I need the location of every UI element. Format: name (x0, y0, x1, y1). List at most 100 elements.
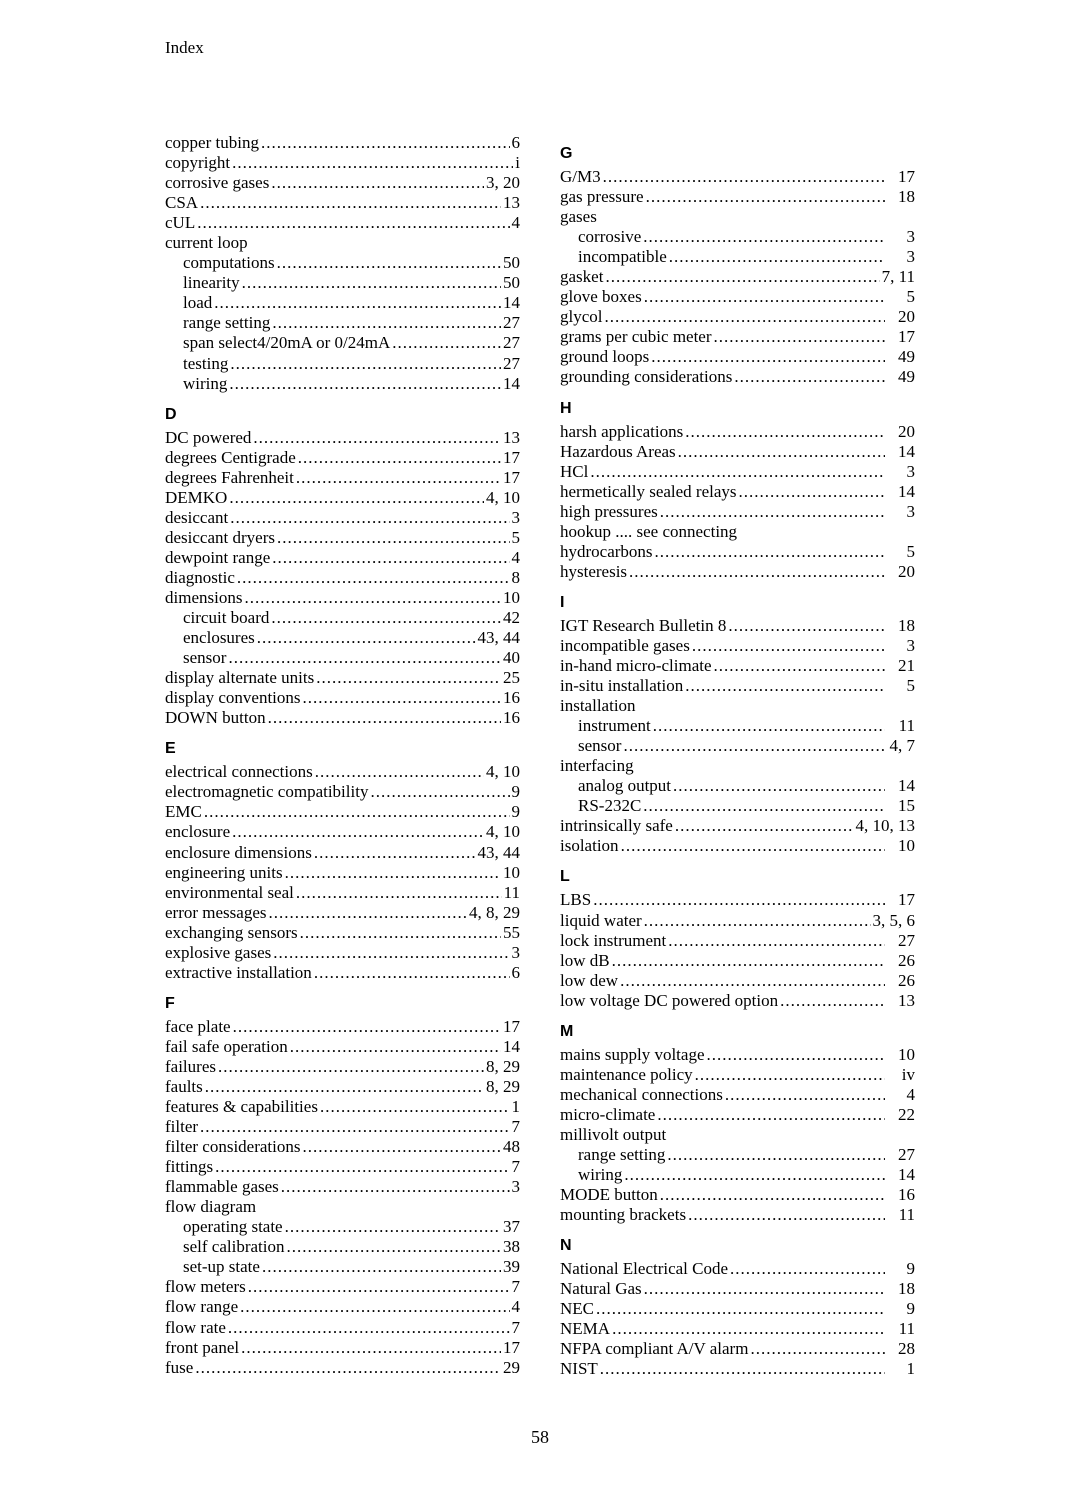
index-entry: circuit board...........................… (165, 608, 520, 628)
index-term: desiccant (165, 508, 228, 528)
index-entry: IGT Research Bulletin 8.................… (560, 616, 915, 636)
leader-dots: ........................................… (671, 776, 885, 796)
index-term: installation (560, 696, 636, 716)
index-term: low dB (560, 951, 610, 971)
index-page-ref: 11 (885, 1319, 915, 1339)
index-entry: sensor..................................… (165, 648, 520, 668)
index-entry: in-situ installation....................… (560, 676, 915, 696)
index-entry: installation............................… (560, 696, 915, 716)
leader-dots: ........................................… (296, 448, 501, 468)
index-term: glycol (560, 307, 603, 327)
index-entry: isolation...............................… (560, 836, 915, 856)
leader-dots: ........................................… (658, 1185, 885, 1205)
index-entry: EMC.....................................… (165, 802, 520, 822)
index-entry: desiccant dryers........................… (165, 528, 520, 548)
leader-dots: ........................................… (230, 153, 513, 173)
index-entry: fittings................................… (165, 1157, 520, 1177)
index-entry: DOWN button.............................… (165, 708, 520, 728)
index-term: flow rate (165, 1318, 226, 1338)
index-term: glove boxes (560, 287, 642, 307)
index-entry: error messages..........................… (165, 903, 520, 923)
index-page-ref: 27 (501, 354, 520, 374)
index-term: environmental seal (165, 883, 294, 903)
index-term: exchanging sensors (165, 923, 298, 943)
index-term: gasket (560, 267, 603, 287)
index-page-ref: 4 (510, 213, 521, 233)
index-term: liquid water (560, 911, 642, 931)
leader-dots: ........................................… (748, 1339, 885, 1359)
leader-dots: ........................................… (594, 1299, 885, 1319)
index-term: HCl (560, 462, 588, 482)
leader-dots: ........................................… (655, 1105, 885, 1125)
index-page-ref: 14 (501, 293, 520, 313)
leader-dots: ........................................… (313, 762, 484, 782)
leader-dots: ........................................… (603, 267, 879, 287)
leader-dots: ........................................… (686, 1205, 885, 1225)
index-entry: glove boxes.............................… (560, 287, 915, 307)
index-page-ref: 26 (885, 971, 915, 991)
leader-dots: ........................................… (610, 951, 885, 971)
index-term: span select4/20mA or 0/24mA (183, 333, 390, 353)
index-term: features & capabilities (165, 1097, 318, 1117)
index-page-ref: 11 (885, 716, 915, 736)
index-page-ref: 1 (885, 1359, 915, 1379)
index-term: testing (183, 354, 228, 374)
index-page-ref: 42 (501, 608, 520, 628)
index-page-ref: 9 (510, 782, 521, 802)
leader-dots: ........................................… (651, 716, 885, 736)
index-entry: instrument..............................… (560, 716, 915, 736)
leader-dots: ........................................… (279, 1177, 510, 1197)
leader-dots: ........................................… (737, 482, 885, 502)
index-page: Index copper tubing.....................… (0, 0, 1080, 1488)
leader-dots: ........................................… (260, 1257, 501, 1277)
leader-dots: ........................................… (601, 167, 885, 187)
index-entry: electromagnetic compatibility...........… (165, 782, 520, 802)
leader-dots: ........................................… (198, 1117, 509, 1137)
index-entry: extractive installation.................… (165, 963, 520, 983)
index-term: DC powered (165, 428, 251, 448)
leader-dots: ........................................… (690, 636, 885, 656)
index-term: NFPA compliant A/V alarm (560, 1339, 748, 1359)
leader-dots: ........................................… (619, 836, 885, 856)
leader-dots: ........................................… (271, 943, 509, 963)
index-page-ref: 5 (510, 528, 521, 548)
index-entry: harsh applications......................… (560, 422, 915, 442)
index-term: millivolt output (560, 1125, 666, 1145)
index-page-ref: 8, 29 (484, 1077, 520, 1097)
leader-dots: ........................................… (283, 1217, 501, 1237)
index-page-ref: 48 (501, 1137, 520, 1157)
index-term: engineering units (165, 863, 283, 883)
index-column: GG/M3...................................… (560, 133, 915, 1379)
index-entry: current loop............................… (165, 233, 520, 253)
index-term: computations (183, 253, 275, 273)
index-entry: features & capabilities.................… (165, 1097, 520, 1117)
index-entry: CSA.....................................… (165, 193, 520, 213)
index-page-ref: 18 (885, 187, 915, 207)
leader-dots: ........................................… (294, 468, 501, 488)
index-page-ref: 7 (510, 1277, 521, 1297)
index-term: fail safe operation (165, 1037, 288, 1057)
leader-dots: ........................................… (285, 1237, 502, 1257)
index-page-ref: 37 (501, 1217, 520, 1237)
index-term: gases (560, 207, 597, 227)
index-term: filter considerations (165, 1137, 301, 1157)
index-page-ref: 25 (501, 668, 520, 688)
index-entry: enclosure...............................… (165, 822, 520, 842)
index-entry: failures................................… (165, 1057, 520, 1077)
leader-dots: ........................................… (251, 428, 501, 448)
index-page-ref: 4, 8, 29 (467, 903, 520, 923)
leader-dots: ........................................… (312, 963, 510, 983)
index-entry: G/M3....................................… (560, 167, 915, 187)
index-term: desiccant dryers (165, 528, 275, 548)
leader-dots: ........................................… (275, 528, 510, 548)
index-entry: flow rate...............................… (165, 1318, 520, 1338)
index-entry: maintenance policy......................… (560, 1065, 915, 1085)
leader-dots: ........................................… (246, 1277, 510, 1297)
index-term: National Electrical Code (560, 1259, 728, 1279)
leader-dots: ........................................… (728, 1259, 885, 1279)
index-entry: flow range..............................… (165, 1297, 520, 1317)
leader-dots: ........................................… (240, 273, 501, 293)
index-entry: range setting...........................… (165, 313, 520, 333)
index-page-ref: 5 (885, 287, 915, 307)
index-page-ref: 9 (510, 802, 521, 822)
